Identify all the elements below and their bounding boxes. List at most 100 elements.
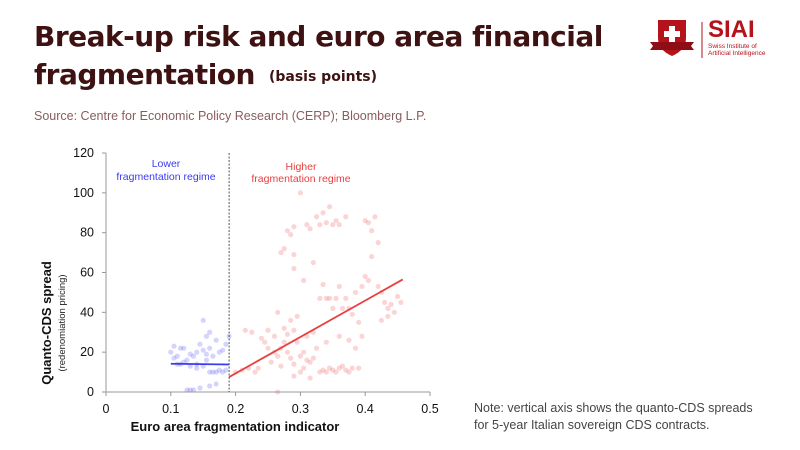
higher-regime-point (271, 333, 278, 339)
higher-regime-point (343, 295, 349, 301)
higher-regime-point (336, 222, 342, 228)
lower-regime-point (216, 349, 222, 355)
higher-regime-point (291, 373, 297, 379)
higher-regime-point (388, 301, 394, 307)
lower-regime-point (207, 329, 213, 335)
x-tick-label: 0 (103, 402, 110, 416)
x-tick-label: 0.2 (227, 402, 244, 416)
higher-regime-point (330, 305, 336, 311)
lower-regime-point (197, 341, 203, 347)
lower-regime-point (213, 337, 219, 343)
higher-regime-point (242, 327, 248, 333)
note-line-2: for 5-year Italian sovereign CDS contrac… (474, 418, 710, 432)
higher-regime-point (326, 204, 333, 210)
lower-regime-fit-line (170, 362, 230, 366)
higher-regime-point (339, 363, 346, 369)
higher-regime-point (326, 365, 333, 371)
higher-regime-point (343, 367, 349, 373)
lower-regime-point (203, 351, 210, 357)
logo-subtitle-1: Swiss Institute of (708, 43, 757, 50)
higher-regime-point (378, 317, 384, 323)
higher-regime-point (314, 214, 320, 220)
higher-regime-point (320, 367, 326, 373)
higher-regime-point (385, 313, 391, 319)
higher-regime-point (317, 222, 323, 228)
lower-regime-point (197, 385, 203, 391)
logo-name: SIAI (708, 16, 755, 43)
logo-subtitle-2: Artificial Intelligence (708, 50, 766, 57)
y-tick-label: 80 (80, 226, 94, 240)
title-unit: (basis points) (268, 69, 378, 85)
lower-regime-point (213, 381, 219, 387)
y-tick-label: 120 (73, 146, 94, 160)
higher-regime-point (333, 218, 339, 224)
higher-regime-point (356, 365, 362, 371)
lower-regime-point (207, 345, 213, 351)
higher-regime-point (297, 369, 303, 375)
note-line-1: Note: vertical axis shows the quanto-CDS… (474, 401, 753, 415)
lower-regime-point (168, 349, 174, 355)
higher-regime-point (343, 214, 349, 220)
lower-regime-point (200, 317, 206, 323)
higher-regime-point (281, 325, 287, 331)
higher-regime-point (391, 309, 397, 315)
higher-regime-point (320, 210, 326, 216)
lower-regime-point (203, 357, 210, 363)
higher-regime-point (281, 339, 287, 345)
higher-regime-point (310, 355, 316, 361)
higher-regime-point (339, 305, 346, 311)
higher-regime-point (320, 281, 326, 288)
lower-regime-point (171, 343, 177, 349)
higher-regime-point (323, 295, 329, 301)
higher-regime-point (291, 224, 297, 230)
higher-regime-point (249, 329, 255, 335)
higher-regime-point (275, 309, 281, 315)
higher-regime-point (301, 365, 307, 371)
higher-regime-point (294, 313, 300, 319)
higher-regime-point (336, 333, 342, 339)
higher-regime-point (301, 277, 307, 284)
lower-regime-point (210, 353, 216, 359)
lower-regime-point (171, 355, 177, 361)
higher-regime-point (314, 345, 320, 351)
higher-regime-point (362, 273, 368, 280)
y-axis-sublabel: (redenomiation pricing) (57, 274, 68, 371)
chart-title: Break-up risk and euro area financial fr… (34, 18, 603, 96)
higher-regime-point (323, 220, 329, 226)
lower-regime-point (194, 349, 200, 355)
higher-regime-point (297, 190, 303, 196)
lower-regime-point (177, 345, 184, 351)
higher-regime-point (333, 295, 339, 301)
higher-regime-point (304, 222, 310, 228)
higher-regime-fit-line (228, 278, 404, 378)
higher-regime-point (288, 317, 294, 323)
higher-regime-point (375, 283, 381, 290)
higher-regime-point (365, 220, 372, 226)
higher-regime-point (284, 331, 291, 337)
higher-regime-point (323, 369, 329, 375)
lower-regime-point (207, 369, 213, 375)
note: Note: vertical axis shows the quanto-CDS… (474, 400, 753, 434)
annotation-lower-1: Lower (152, 158, 181, 170)
scatter-chart: 0 0.1 0.2 0.3 0.4 0.5 0 20 40 60 80 100 120 Lower fr… (39, 146, 439, 434)
higher-regime-point (330, 222, 336, 228)
higher-regime-point (346, 337, 352, 343)
y-tick-label: 0 (87, 385, 94, 399)
lower-regime-point (174, 353, 180, 359)
higher-regime-point (304, 357, 310, 363)
siai-logo: SIAI Swiss Institute of Artificial Intel… (648, 16, 768, 60)
higher-regime-point (265, 327, 271, 333)
higher-regime-point (291, 327, 297, 333)
higher-regime-point (323, 339, 329, 345)
annotation-higher-2: fragmentation regime (251, 173, 350, 185)
higher-regime-point (307, 375, 313, 381)
lower-regime-point (190, 353, 197, 359)
lower-regime-point (190, 387, 197, 393)
higher-regime-point (317, 295, 323, 301)
lower-regime-point (184, 387, 190, 393)
shield-icon (650, 20, 703, 58)
lower-regime-point (223, 341, 229, 347)
higher-regime-point (258, 335, 265, 341)
y-tick-label: 60 (80, 266, 94, 280)
higher-regime-point (330, 367, 336, 373)
